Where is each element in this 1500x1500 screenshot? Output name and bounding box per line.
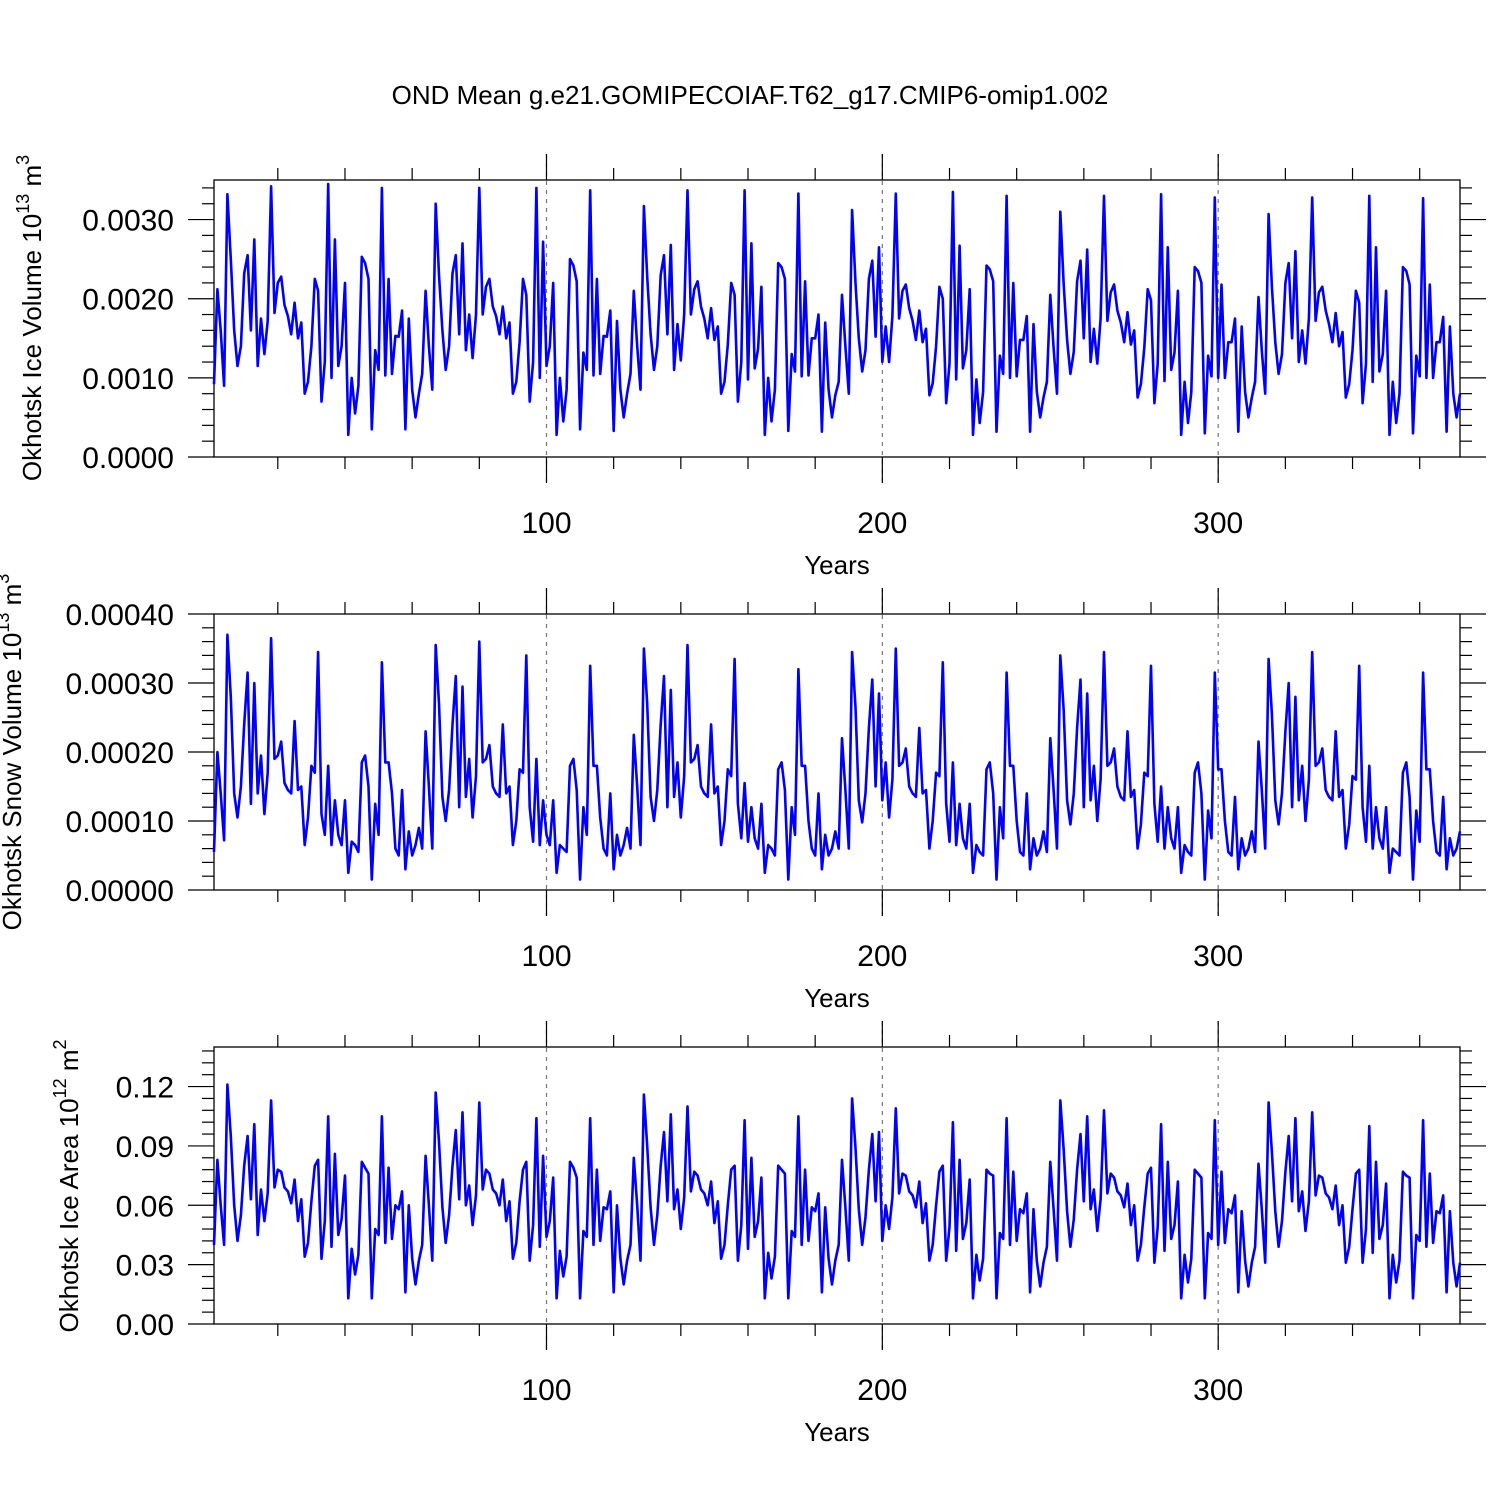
x-tick-label: 100 [521,507,571,540]
series-line [212,182,1462,437]
y-axis-label: Okhotsk Snow Volume 1013 m3 [0,574,27,931]
y-tick-label: 0.00040 [66,599,174,632]
panel-3: 0.00 0.03 0.06 0.09 0.12 100 200 300 Years Okhots… [50,1021,1486,1447]
x-tick-label: 200 [857,940,907,973]
y-tick-label: 0.09 [116,1131,174,1164]
y-tick-label: 0.0030 [82,205,174,238]
series-line [212,633,1462,881]
x-axis-label: Years [804,1417,870,1447]
x-tick-label: 100 [521,940,571,973]
y-tick-label: 0.00030 [66,668,174,701]
x-tick-label: 300 [1193,1374,1243,1407]
chart-title: OND Mean g.e21.GOMIPECOIAF.T62_g17.CMIP6… [392,80,1109,110]
y-tick-label: 0.0000 [82,442,174,475]
series-line [212,1083,1462,1300]
y-axis-label: Okhotsk Ice Area 1012 m2 [50,1039,84,1332]
y-tick-label: 0.00000 [66,875,174,908]
x-axis-label: Years [804,550,870,580]
y-tick-label: 0.12 [116,1072,174,1105]
x-tick-label: 200 [857,507,907,540]
panel-2: 0.00000 0.00010 0.00020 0.00030 0.00040 100 20… [0,574,1486,1013]
y-tick-label: 0.00 [116,1309,174,1342]
y-tick-label: 0.03 [116,1250,174,1283]
y-tick-label: 0.06 [116,1190,174,1223]
y-tick-label: 0.00020 [66,737,174,770]
y-tick-label: 0.0010 [82,363,174,396]
plot-frame [213,1046,1461,1325]
x-tick-label: 300 [1193,507,1243,540]
y-tick-label: 0.00010 [66,806,174,839]
x-axis-label: Years [804,983,870,1013]
x-tick-label: 300 [1193,940,1243,973]
plot-frame [213,179,1461,458]
x-tick-label: 100 [521,1374,571,1407]
x-tick-label: 200 [857,1374,907,1407]
panel-1: 0.0000 0.0010 0.0020 0.0030 100 200 300 Years Ok… [13,154,1486,580]
y-tick-label: 0.0020 [82,284,174,317]
y-axis-label: Okhotsk Ice Volume 1013 m3 [13,155,47,481]
